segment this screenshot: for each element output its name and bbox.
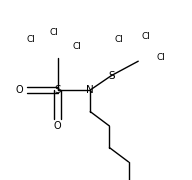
Text: S: S xyxy=(108,71,115,81)
Text: Cl: Cl xyxy=(115,35,123,44)
Text: Cl: Cl xyxy=(157,53,166,62)
Text: N: N xyxy=(86,85,94,95)
Text: O: O xyxy=(54,121,61,131)
Text: O: O xyxy=(15,85,23,95)
Text: Cl: Cl xyxy=(142,31,150,40)
Text: Cl: Cl xyxy=(72,42,81,51)
Text: S: S xyxy=(54,85,61,95)
Text: Cl: Cl xyxy=(26,35,35,44)
Text: Cl: Cl xyxy=(49,28,58,37)
